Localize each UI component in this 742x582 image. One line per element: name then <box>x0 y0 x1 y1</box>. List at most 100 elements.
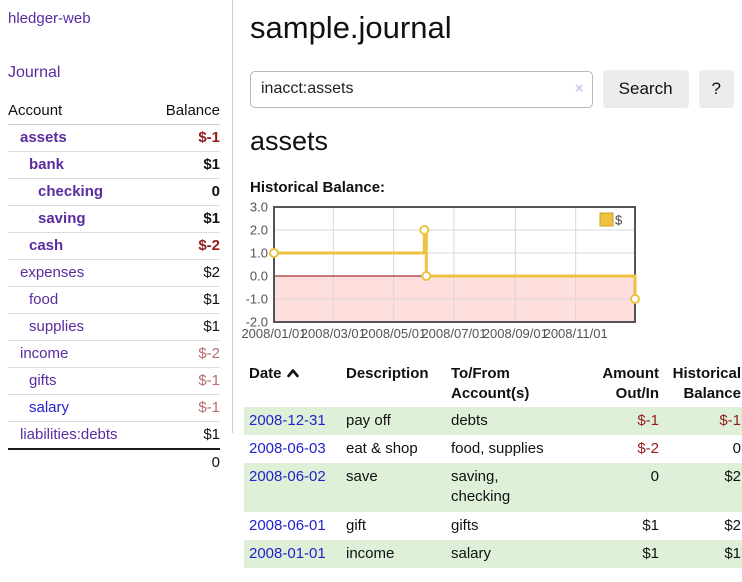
account-balance: $1 <box>149 286 220 314</box>
account-link-assets[interactable]: assets <box>20 129 67 146</box>
account-link-liabilities-debts[interactable]: liabilities:debts <box>20 426 118 443</box>
clear-search-icon[interactable]: × <box>574 79 584 97</box>
svg-text:-2.0: -2.0 <box>246 315 268 330</box>
transaction-amount: $-1 <box>637 411 659 429</box>
account-balance-table: Account Balance assets $-1 bank $1 check… <box>8 98 220 476</box>
accounts-total-value: 0 <box>149 448 220 476</box>
transaction-date-link[interactable]: 2008-12-31 <box>249 411 326 429</box>
register-row: 2008-06-01 gift gifts $1 $2 <box>244 512 742 540</box>
account-row-food: food $1 <box>8 286 220 314</box>
account-balance: $1 <box>149 151 220 179</box>
register-row: 2008-01-01 income salary $1 $1 <box>244 539 742 568</box>
help-button[interactable]: ? <box>698 70 734 108</box>
transaction-date-link[interactable]: 2008-01-01 <box>249 544 326 562</box>
column-header-balance: Historical Balance <box>672 365 741 403</box>
account-link-salary[interactable]: salary <box>29 399 70 416</box>
search-input[interactable] <box>250 70 593 108</box>
account-link-checking[interactable]: checking <box>38 183 104 200</box>
account-balance: $-2 <box>149 340 220 368</box>
sidebar-item-journal[interactable]: Journal <box>8 64 61 81</box>
transaction-date-link[interactable]: 2008-06-02 <box>249 468 326 485</box>
transaction-amount: $-2 <box>637 439 659 457</box>
historical-balance-chart: 3.0 2.0 1.0 0.0 -1.0 -2.02008/01/012008/03/01… <box>241 200 640 341</box>
main-content: sample.journal × Search ? assets Histori… <box>234 0 742 568</box>
account-link-food[interactable]: food <box>29 291 59 308</box>
transaction-description: save <box>346 468 378 485</box>
account-link-income[interactable]: income <box>20 345 69 362</box>
account-balance: $-1 <box>149 124 220 152</box>
svg-text:0.0: 0.0 <box>250 269 268 284</box>
account-column-header: Account <box>8 98 150 125</box>
transaction-accounts: saving, checking <box>451 468 511 506</box>
app-brand-link[interactable]: hledger-web <box>8 10 91 27</box>
account-row-supplies: supplies $1 <box>8 313 220 341</box>
account-balance: $1 <box>149 313 220 341</box>
accounts-total-row: 0 <box>8 448 220 476</box>
balance-column-header: Balance <box>149 98 220 125</box>
account-row-income: income $-2 <box>8 340 220 368</box>
register-table: Date Description To/From Account(s) Amou… <box>244 362 742 568</box>
transaction-date-link[interactable]: 2008-06-01 <box>249 516 326 534</box>
search-button[interactable]: Search <box>602 70 689 108</box>
account-balance: $-1 <box>149 394 220 422</box>
column-header-description: Description <box>346 365 429 382</box>
transaction-balance: $1 <box>724 544 741 562</box>
transaction-balance: 0 <box>732 439 741 457</box>
svg-text:2008/11/01: 2008/11/01 <box>544 326 608 341</box>
transaction-accounts: gifts <box>451 516 479 534</box>
column-header-amount: Amount Out/In <box>602 365 659 403</box>
account-row-checking: checking 0 <box>8 178 220 206</box>
transaction-amount: $1 <box>642 516 659 534</box>
account-heading: assets <box>250 126 329 156</box>
register-row: 2008-06-02 save saving, checking 0 $2 <box>244 463 742 512</box>
account-link-bank[interactable]: bank <box>29 156 65 173</box>
account-link-supplies[interactable]: supplies <box>29 318 85 335</box>
sidebar: hledger-web Journal Account Balance asse… <box>0 0 233 476</box>
register-row: 2008-06-03 eat & shop food, supplies $-2… <box>244 435 742 463</box>
svg-text:1.0: 1.0 <box>250 246 268 261</box>
transaction-accounts: debts <box>451 411 488 429</box>
transaction-amount: 0 <box>650 468 659 485</box>
account-row-cash: cash $-2 <box>8 232 220 260</box>
transaction-amount: $1 <box>642 544 659 562</box>
svg-text:2008/07/01: 2008/07/01 <box>421 326 486 341</box>
account-row-gifts: gifts $-1 <box>8 367 220 395</box>
account-balance: $2 <box>149 259 220 287</box>
account-row-saving: saving $1 <box>8 205 220 233</box>
transaction-description: eat & shop <box>346 439 418 457</box>
transaction-accounts: salary <box>451 544 492 562</box>
account-row-salary: salary $-1 <box>8 394 220 422</box>
account-link-cash[interactable]: cash <box>29 237 64 254</box>
transaction-description: income <box>346 544 395 562</box>
transaction-date-link[interactable]: 2008-06-03 <box>249 439 326 457</box>
account-link-expenses[interactable]: expenses <box>20 264 85 281</box>
account-balance: $-2 <box>149 232 220 260</box>
svg-text:2008/09/01: 2008/09/01 <box>483 326 548 341</box>
account-balance: $-1 <box>149 367 220 395</box>
account-row-assets: assets $-1 <box>8 124 220 152</box>
transaction-description: gift <box>346 516 367 534</box>
sort-ascending-icon <box>286 364 299 384</box>
transaction-balance: $-1 <box>719 411 741 429</box>
svg-text:2008/01/01: 2008/01/01 <box>241 326 306 341</box>
account-link-gifts[interactable]: gifts <box>29 372 57 389</box>
register-row: 2008-12-31 pay off debts $-1 $-1 <box>244 406 742 435</box>
chart-title: Historical Balance: <box>250 179 386 196</box>
transaction-balance: $2 <box>724 468 741 485</box>
transaction-balance: $2 <box>724 516 741 534</box>
transaction-accounts: food, supplies <box>451 439 544 457</box>
account-link-saving[interactable]: saving <box>38 210 86 227</box>
search-bar: × Search ? <box>250 70 734 108</box>
column-header-date[interactable]: Date <box>244 362 341 407</box>
svg-text:2008/05/01: 2008/05/01 <box>361 326 426 341</box>
svg-text:2008/03/01: 2008/03/01 <box>301 326 366 341</box>
svg-text:-1.0: -1.0 <box>246 292 268 307</box>
account-row-liabilities-debts: liabilities:debts $1 <box>8 421 220 450</box>
account-row-expenses: expenses $2 <box>8 259 220 287</box>
transaction-description: pay off <box>346 411 391 429</box>
column-header-accounts: To/From Account(s) <box>451 365 530 403</box>
account-balance: $1 <box>149 421 220 450</box>
account-balance: 0 <box>149 178 220 206</box>
account-balance: $1 <box>149 205 220 233</box>
svg-text:$: $ <box>615 213 623 228</box>
